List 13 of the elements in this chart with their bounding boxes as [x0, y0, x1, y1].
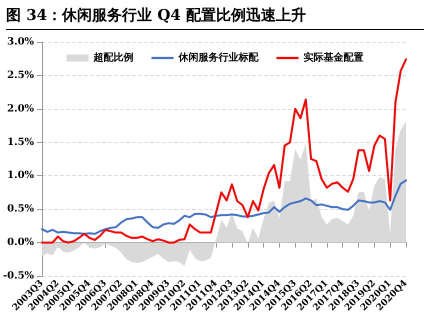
legend-label: 实际基金配置: [304, 52, 364, 64]
line-series: [41, 179, 407, 235]
y-tick-label: 2.5%: [7, 70, 35, 81]
legend-label: 休闲服务行业标配: [178, 52, 260, 64]
y-tick-label: 2.0%: [7, 103, 35, 114]
y-tick-label: 1.5%: [7, 136, 35, 148]
y-tick-label: 0.5%: [7, 204, 35, 215]
y-tick-label: 3.0%: [7, 36, 35, 48]
y-tick-label: 1.0%: [7, 170, 35, 182]
chart-title: 图 34：休闲服务行业 Q4 配置比例迅速上升: [6, 6, 424, 30]
y-tick-label: 0.0%: [7, 237, 35, 248]
y-tick-label: -0.5%: [2, 270, 35, 282]
legend-label: 超配比例: [92, 52, 134, 64]
